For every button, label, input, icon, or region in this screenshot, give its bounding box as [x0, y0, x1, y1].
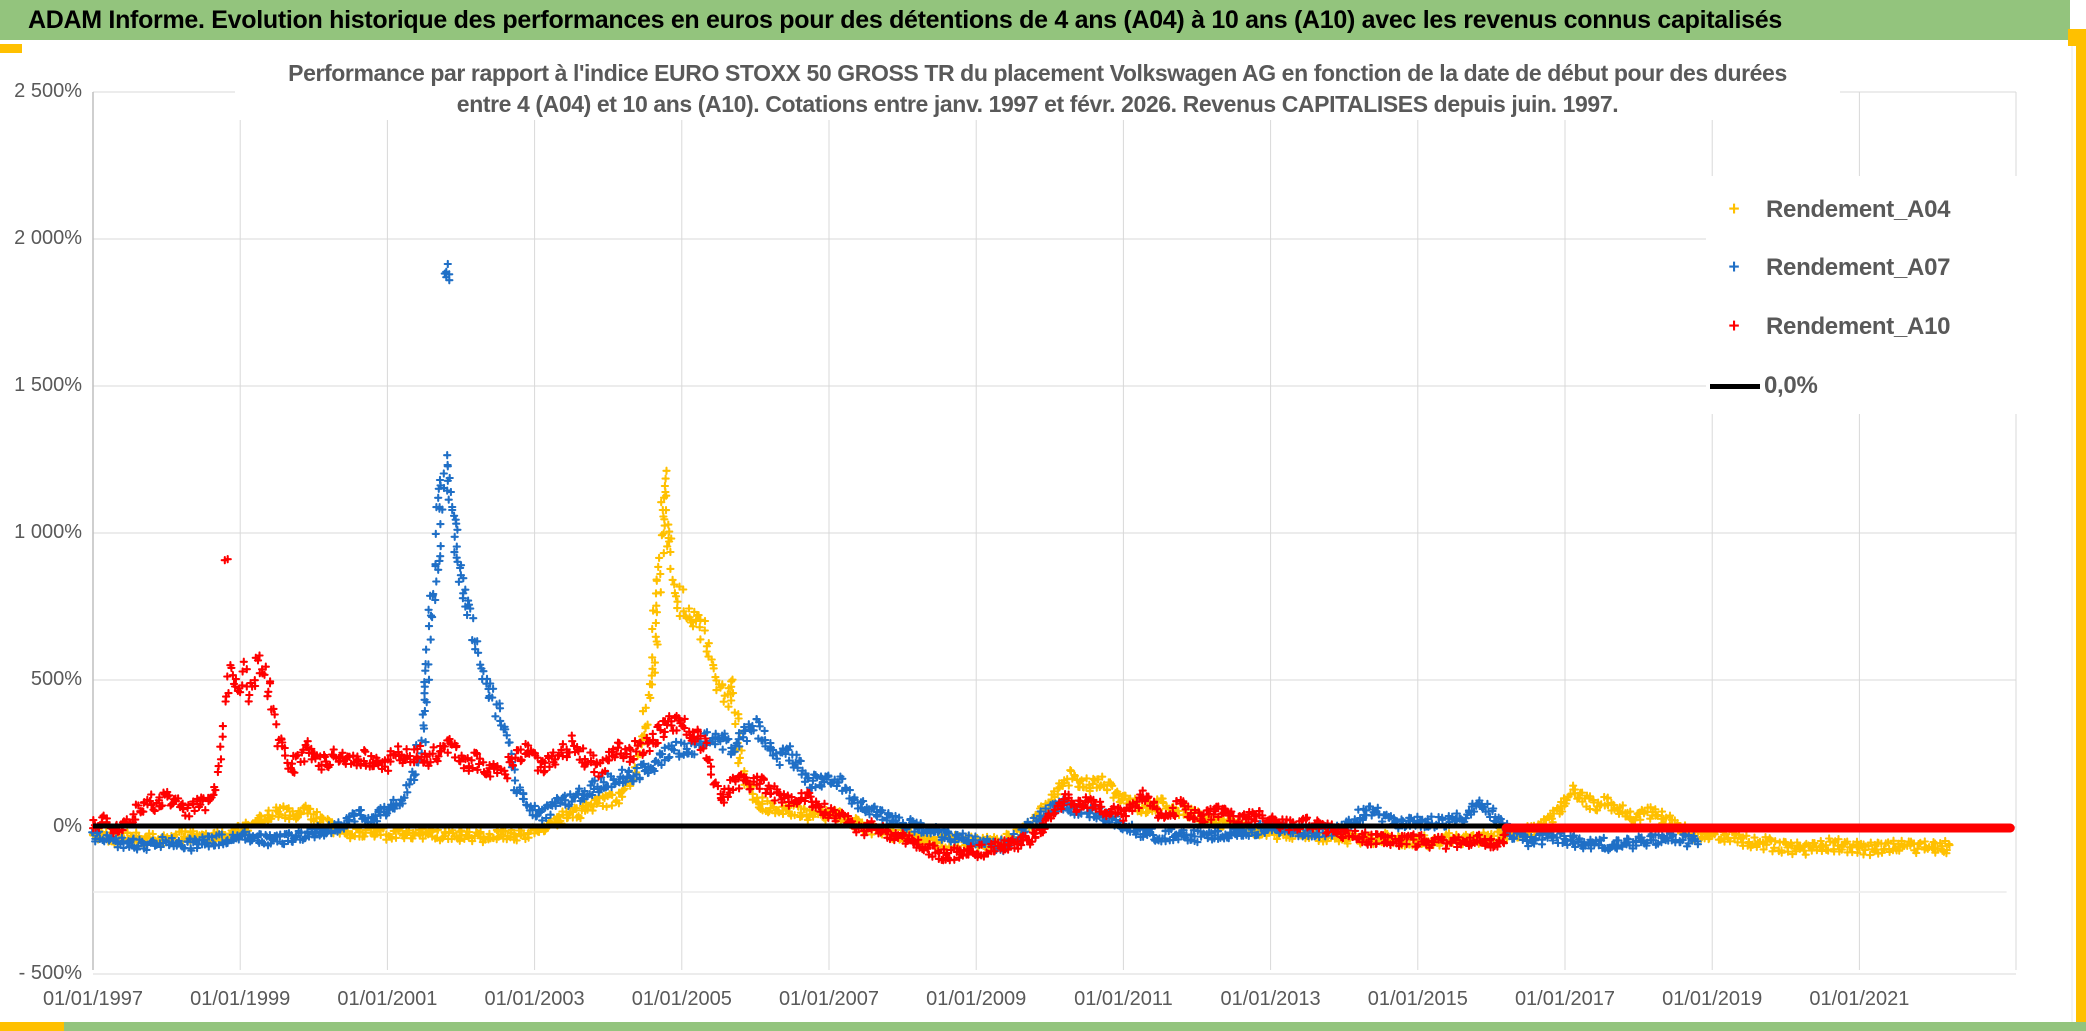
- frame-tab-bottom-left[interactable]: [0, 1022, 64, 1031]
- plus-marker-icon: +: [1728, 199, 1740, 220]
- legend-item-rendement-a07[interactable]: + Rendement_A07: [1706, 248, 2062, 288]
- legend-label: 0,0%: [1764, 372, 1818, 399]
- y-axis-tick-label: 0%: [53, 815, 82, 837]
- plus-marker-icon: +: [1728, 257, 1740, 278]
- series-Rendement_A04[interactable]: [88, 466, 1954, 860]
- chart-title: Performance par rapport à l'indice EURO …: [235, 58, 1840, 120]
- legend[interactable]: + Rendement_A04 + Rendement_A07 + Rendem…: [1706, 176, 2062, 414]
- y-axis-tick-label: - 500%: [18, 962, 82, 984]
- legend-label: Rendement_A10: [1766, 313, 1951, 340]
- legend-item-rendement-a04[interactable]: + Rendement_A04: [1706, 190, 2062, 230]
- x-axis-tick-label: 01/01/2017: [1514, 988, 1616, 1010]
- legend-item-rendement-a10[interactable]: + Rendement_A10: [1706, 307, 2062, 347]
- x-axis-tick-label: 01/01/2011: [1074, 988, 1173, 1010]
- frame-tab-top-left[interactable]: [0, 44, 22, 53]
- banner: ADAM Informe. Evolution historique des p…: [0, 0, 2070, 40]
- x-axis-tick-label: 01/01/2009: [926, 988, 1027, 1010]
- legend-label: Rendement_A07: [1766, 254, 1951, 281]
- legend-item-zero-line[interactable]: 0,0%: [1706, 366, 2062, 406]
- y-axis-tick-label: 2 500%: [14, 80, 82, 102]
- series-Rendement_A07[interactable]: [88, 259, 1703, 856]
- x-axis-tick-label: 01/01/1997: [42, 988, 144, 1010]
- x-axis-tick-label: 01/01/2001: [337, 988, 438, 1010]
- x-axis-tick-label: 01/01/2021: [1809, 988, 1910, 1010]
- legend-label: Rendement_A04: [1766, 196, 1951, 223]
- x-axis-tick-label: 01/01/2005: [631, 988, 732, 1010]
- y-axis-tick-label: 1 000%: [14, 521, 82, 543]
- frame-right-strip: [2076, 40, 2086, 1022]
- y-axis-tick-label: 1 500%: [14, 374, 82, 396]
- y-axis-tick-label: 2 000%: [14, 227, 82, 249]
- zero-line-swatch-icon: [1710, 383, 1760, 389]
- x-axis-tick-label: 01/01/2019: [1662, 988, 1763, 1010]
- x-axis-tick-label: 01/01/2013: [1220, 988, 1321, 1010]
- x-axis-tick-label: 01/01/1999: [190, 988, 291, 1010]
- y-axis-tick-label: 500%: [30, 668, 82, 690]
- x-axis-tick-label: 01/01/2007: [778, 988, 880, 1010]
- x-axis-tick-label: 01/01/2015: [1367, 988, 1468, 1010]
- frame-bottom-bar: [0, 1022, 2086, 1031]
- chart-title-line1: Performance par rapport à l'indice EURO …: [288, 60, 1787, 86]
- plus-marker-icon: +: [1728, 316, 1740, 337]
- banner-title: ADAM Informe. Evolution historique des p…: [28, 5, 1782, 34]
- chart-title-line2: entre 4 (A04) et 10 ans (A10). Cotations…: [456, 91, 1619, 117]
- x-axis-tick-label: 01/01/2003: [484, 988, 585, 1010]
